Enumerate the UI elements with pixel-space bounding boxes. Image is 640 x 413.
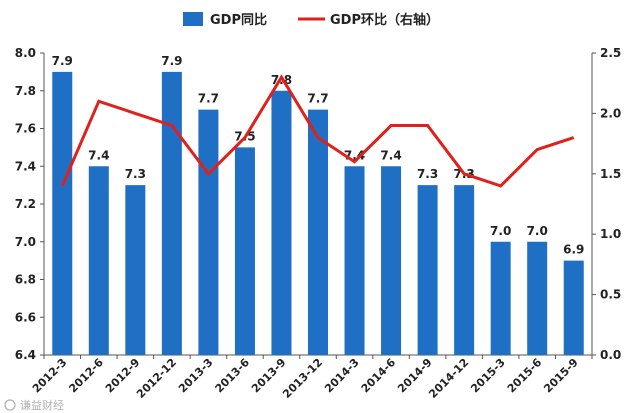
x-tick-label: 2014-3 xyxy=(322,356,361,395)
left-tick-label: 7.8 xyxy=(15,84,36,98)
x-tick-label: 2014-12 xyxy=(426,356,471,401)
data-label: 7.3 xyxy=(417,167,438,181)
x-tick-label: 2012-12 xyxy=(134,356,179,401)
bar xyxy=(417,185,438,355)
right-tick-label: 1.5 xyxy=(600,167,621,181)
left-tick-label: 7.2 xyxy=(15,197,36,211)
left-tick-label: 6.4 xyxy=(15,348,36,362)
data-label: 7.0 xyxy=(527,224,548,238)
watermark: 谦益财经 xyxy=(4,398,64,412)
left-tick-label: 6.6 xyxy=(15,310,36,324)
bar xyxy=(490,241,511,355)
data-label: 7.9 xyxy=(52,54,73,68)
left-tick-label: 7.4 xyxy=(15,159,36,173)
watermark-icon xyxy=(4,399,16,411)
bar xyxy=(161,71,182,355)
legend-label-bar: GDP同比 xyxy=(210,12,267,28)
bar xyxy=(527,241,548,355)
x-tick-label: 2014-6 xyxy=(359,356,399,396)
watermark-text: 谦益财经 xyxy=(20,398,64,412)
data-label: 7.4 xyxy=(88,148,109,162)
bar xyxy=(454,185,475,355)
x-tick-label: 2015-3 xyxy=(468,356,507,395)
bar xyxy=(88,166,109,355)
bar xyxy=(308,109,328,355)
x-tick-label: 2013-6 xyxy=(213,356,253,396)
bar xyxy=(198,109,219,355)
bar xyxy=(563,260,584,355)
plot-area: 6.4 6.6 6.8 7.0 7.2 7.4 7.6 7.8 8.0 0.0 0.5 1.0 1.5 2… xyxy=(15,46,622,401)
x-tick-label: 2013-3 xyxy=(176,356,215,395)
data-label: 7.9 xyxy=(161,54,182,68)
left-tick-label: 6.8 xyxy=(15,273,36,287)
data-label: 7.3 xyxy=(125,167,146,181)
left-tick-label: 7.6 xyxy=(15,122,36,136)
bar xyxy=(234,147,255,355)
right-tick-label: 2.5 xyxy=(600,46,621,60)
data-label: 7.4 xyxy=(380,148,401,162)
data-label: 7.7 xyxy=(307,92,328,106)
right-tick-label: 2.0 xyxy=(600,106,621,120)
data-label: 7.0 xyxy=(490,224,511,238)
left-tick-label: 7.0 xyxy=(15,235,36,249)
right-tick-label: 0.5 xyxy=(600,288,621,302)
x-tick-label: 2013-12 xyxy=(280,356,325,401)
right-tick-label: 1.0 xyxy=(600,227,621,241)
right-tick-label: 0.0 xyxy=(600,348,621,362)
legend-label-line: GDP环比（右轴） xyxy=(330,12,439,28)
bar xyxy=(125,185,146,355)
left-tick-label: 8.0 xyxy=(15,46,36,60)
legend: GDP同比 GDP环比（右轴） xyxy=(183,12,439,28)
legend-swatch-bar xyxy=(183,12,203,26)
bar xyxy=(52,71,73,355)
line-series-qoq xyxy=(60,74,575,188)
bar xyxy=(344,166,365,355)
bar xyxy=(381,166,402,355)
data-label: 6.9 xyxy=(563,243,584,257)
x-tick-label: 2015-9 xyxy=(541,356,580,395)
x-tick-label: 2015-6 xyxy=(505,356,545,396)
data-label: 7.7 xyxy=(198,92,219,106)
x-tick-label: 2012-6 xyxy=(66,356,106,396)
bar xyxy=(271,90,292,355)
